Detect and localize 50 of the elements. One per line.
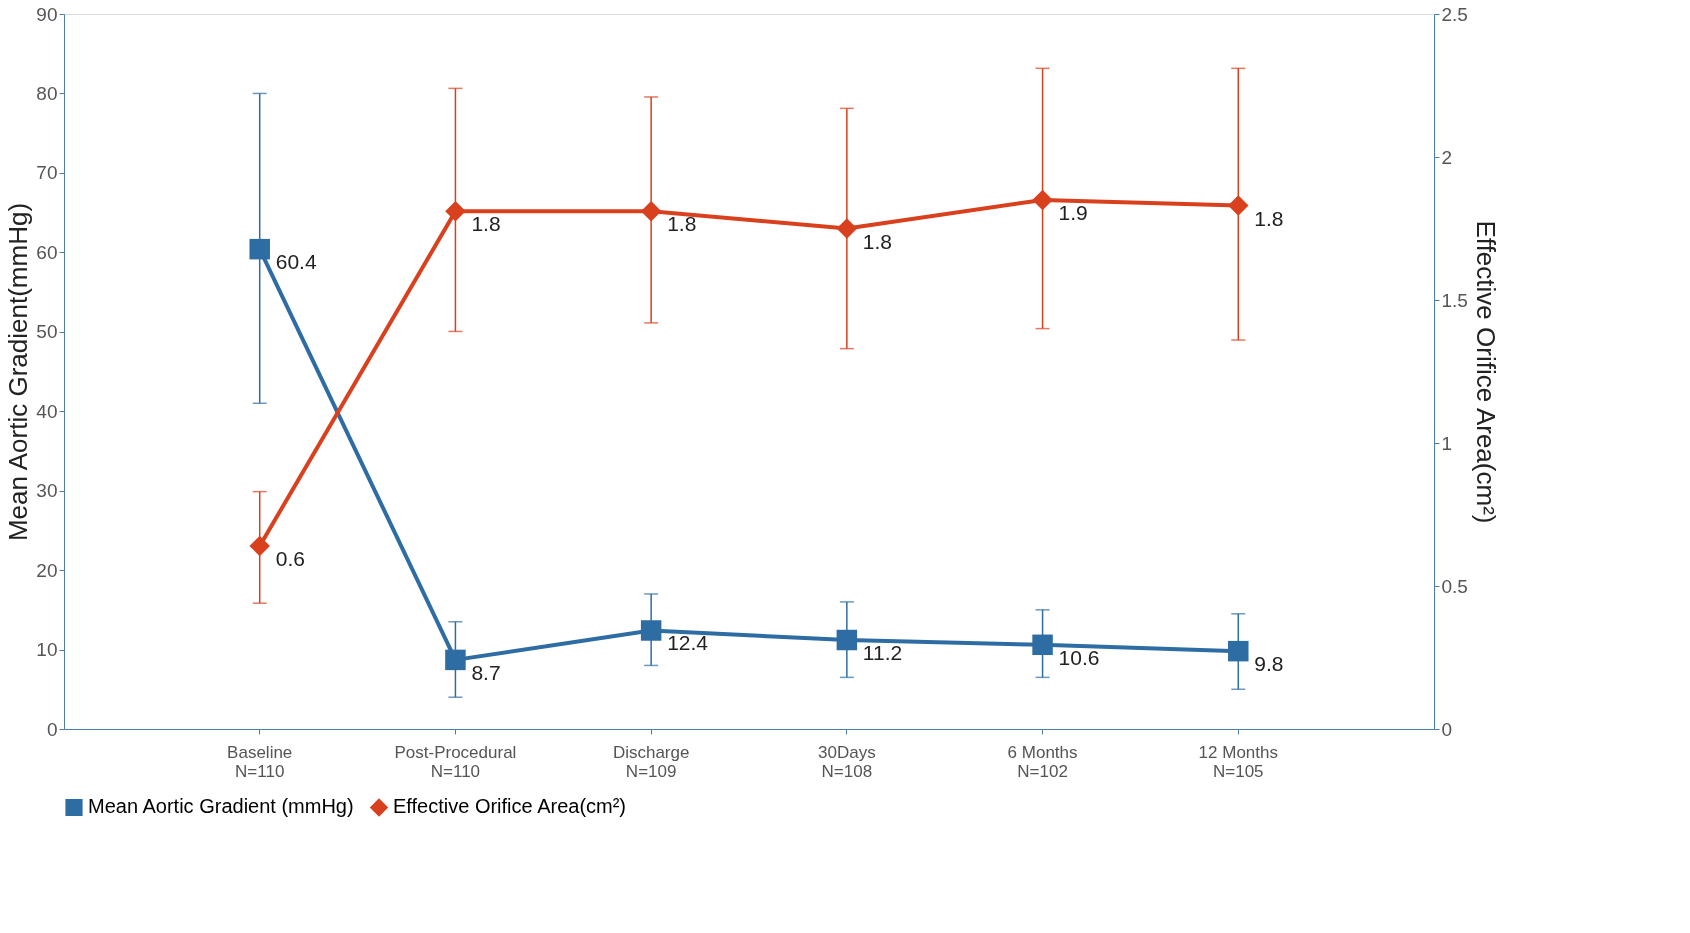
point — [836, 218, 858, 239]
y-tick-label: 50 — [36, 321, 58, 343]
y2-tick-label: 2 — [1441, 146, 1453, 168]
x-tick-label: Baseline N=110 — [227, 742, 293, 781]
y-tick-label: 80 — [36, 82, 58, 104]
data-label: 12.4 — [667, 631, 709, 655]
x-tick-label: 12 Months N=105 — [1198, 742, 1278, 781]
data-label: 1.8 — [471, 212, 501, 236]
point — [1228, 640, 1249, 662]
data-label: 1.8 — [667, 212, 697, 236]
y-tick-label: 10 — [36, 639, 58, 661]
y2-tick-label: 0 — [1441, 718, 1453, 740]
y-tick-label: 40 — [36, 400, 58, 422]
y-tick-label: 0 — [46, 718, 58, 740]
point — [249, 238, 270, 260]
data-label: 9.8 — [1254, 652, 1284, 676]
y2-tick-label: 1 — [1441, 432, 1453, 454]
data-label: 1.8 — [1254, 206, 1284, 230]
x-tick-label: Discharge N=109 — [612, 742, 690, 781]
y-tick-label: 60 — [36, 241, 58, 263]
data-label: 10.6 — [1058, 645, 1100, 669]
x-tick-label: 6 Months N=102 — [1007, 742, 1078, 781]
data-label: 1.8 — [862, 229, 893, 253]
y-tick-label: 30 — [36, 480, 58, 502]
data-label: 1.9 — [1058, 200, 1088, 224]
y-tick-label: 90 — [36, 3, 58, 25]
y-axis-title: Mean Aortic Gradient(mmHg) — [3, 202, 34, 542]
legend-label: Effective Orifice Area(cm²) — [393, 795, 627, 818]
data-label: 0.6 — [275, 546, 305, 570]
y2-tick-label: 1.5 — [1441, 289, 1468, 311]
data-label: 11.2 — [862, 641, 903, 665]
point — [640, 620, 662, 641]
x-tick-label: Post-Procedural N=110 — [394, 742, 517, 781]
y2-axis-title: Effective Orifice Area(cm²) — [1470, 220, 1501, 524]
point — [836, 629, 858, 651]
x-tick-label: 30Days N=108 — [818, 742, 876, 781]
y2-tick-label: 0.5 — [1441, 575, 1468, 597]
y-tick-label: 70 — [36, 162, 58, 184]
data-label: 60.4 — [275, 250, 317, 274]
data-label: 8.7 — [471, 660, 501, 684]
point — [1032, 634, 1053, 656]
point — [1228, 195, 1249, 216]
point — [640, 201, 662, 222]
point — [445, 201, 466, 222]
point — [445, 649, 466, 671]
y-tick-label: 20 — [36, 559, 58, 581]
y2-tick-label: 2.5 — [1441, 3, 1468, 25]
point — [249, 535, 270, 557]
point — [1032, 189, 1053, 211]
legend-label: Mean Aortic Gradient (mmHg) — [88, 795, 354, 818]
